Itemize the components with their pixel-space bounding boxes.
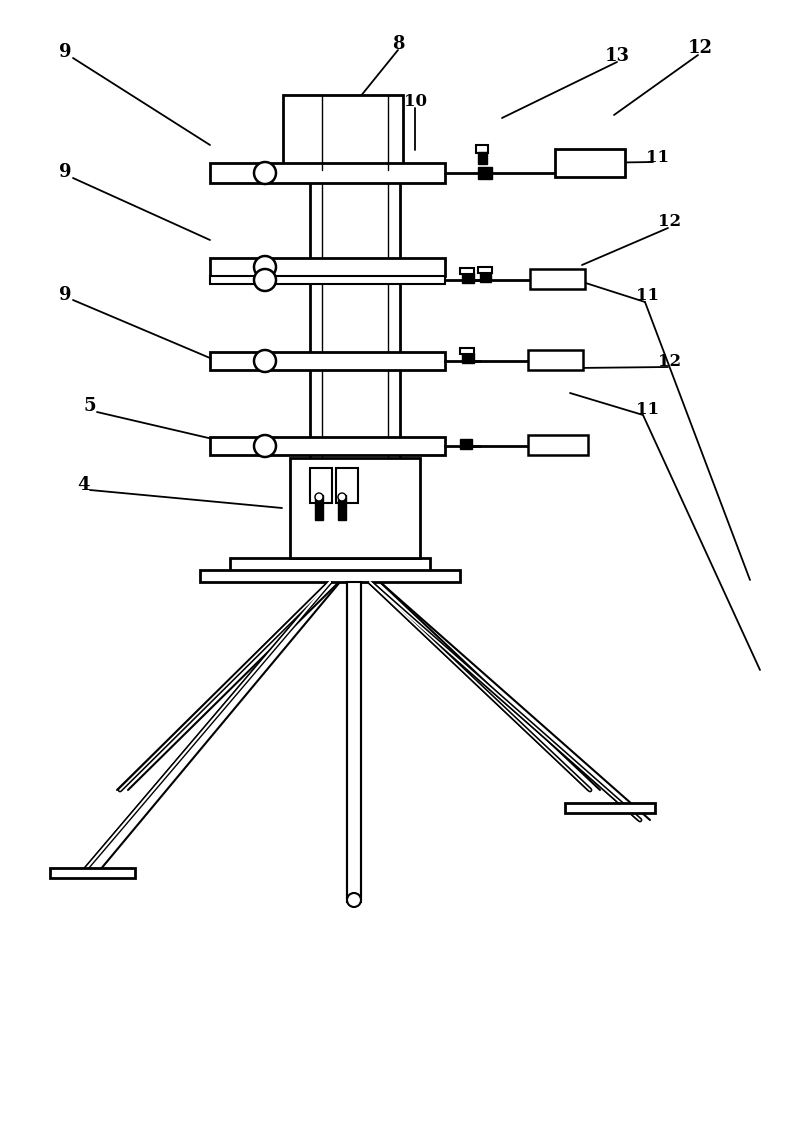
Bar (478, 267, 492, 273)
Bar (336, 468, 358, 503)
Bar (460, 268, 474, 274)
Bar (462, 353, 474, 363)
Bar (210, 258, 445, 276)
Bar (528, 349, 583, 370)
Text: 9: 9 (58, 43, 71, 61)
Bar (210, 276, 445, 284)
Bar (462, 273, 474, 283)
Bar (210, 163, 445, 183)
Bar (338, 495, 346, 520)
Circle shape (254, 349, 276, 372)
Text: 11: 11 (646, 148, 669, 165)
Text: 11: 11 (637, 287, 659, 304)
Bar (210, 437, 445, 455)
Bar (460, 439, 472, 449)
Text: 12: 12 (658, 353, 682, 370)
Circle shape (315, 493, 323, 501)
Bar (347, 582, 361, 903)
Text: 8: 8 (392, 35, 404, 53)
Bar (478, 167, 492, 179)
Text: 11: 11 (635, 402, 658, 418)
Bar (230, 558, 430, 572)
Bar (315, 495, 323, 520)
Circle shape (254, 162, 276, 184)
Bar (310, 468, 332, 503)
Bar (478, 152, 487, 164)
Bar (528, 435, 588, 455)
Circle shape (254, 435, 276, 457)
Bar (50, 867, 135, 878)
Circle shape (254, 269, 276, 291)
Text: 5: 5 (84, 397, 96, 415)
Circle shape (338, 493, 346, 501)
Bar (460, 348, 474, 354)
Bar (310, 100, 400, 560)
Text: 9: 9 (58, 286, 71, 304)
Bar (200, 570, 460, 582)
Text: 4: 4 (77, 476, 90, 494)
Bar (210, 352, 445, 370)
Bar (530, 269, 585, 290)
Bar (480, 271, 491, 282)
Text: 9: 9 (58, 163, 71, 181)
Bar (565, 803, 655, 813)
Bar (290, 458, 420, 558)
Circle shape (347, 893, 361, 907)
Bar (555, 149, 625, 176)
Text: 12: 12 (687, 38, 713, 57)
Circle shape (254, 256, 276, 278)
Bar (476, 145, 488, 153)
Text: 10: 10 (403, 94, 426, 111)
Text: 12: 12 (658, 214, 682, 231)
Text: 13: 13 (605, 48, 630, 64)
Bar (283, 95, 403, 170)
